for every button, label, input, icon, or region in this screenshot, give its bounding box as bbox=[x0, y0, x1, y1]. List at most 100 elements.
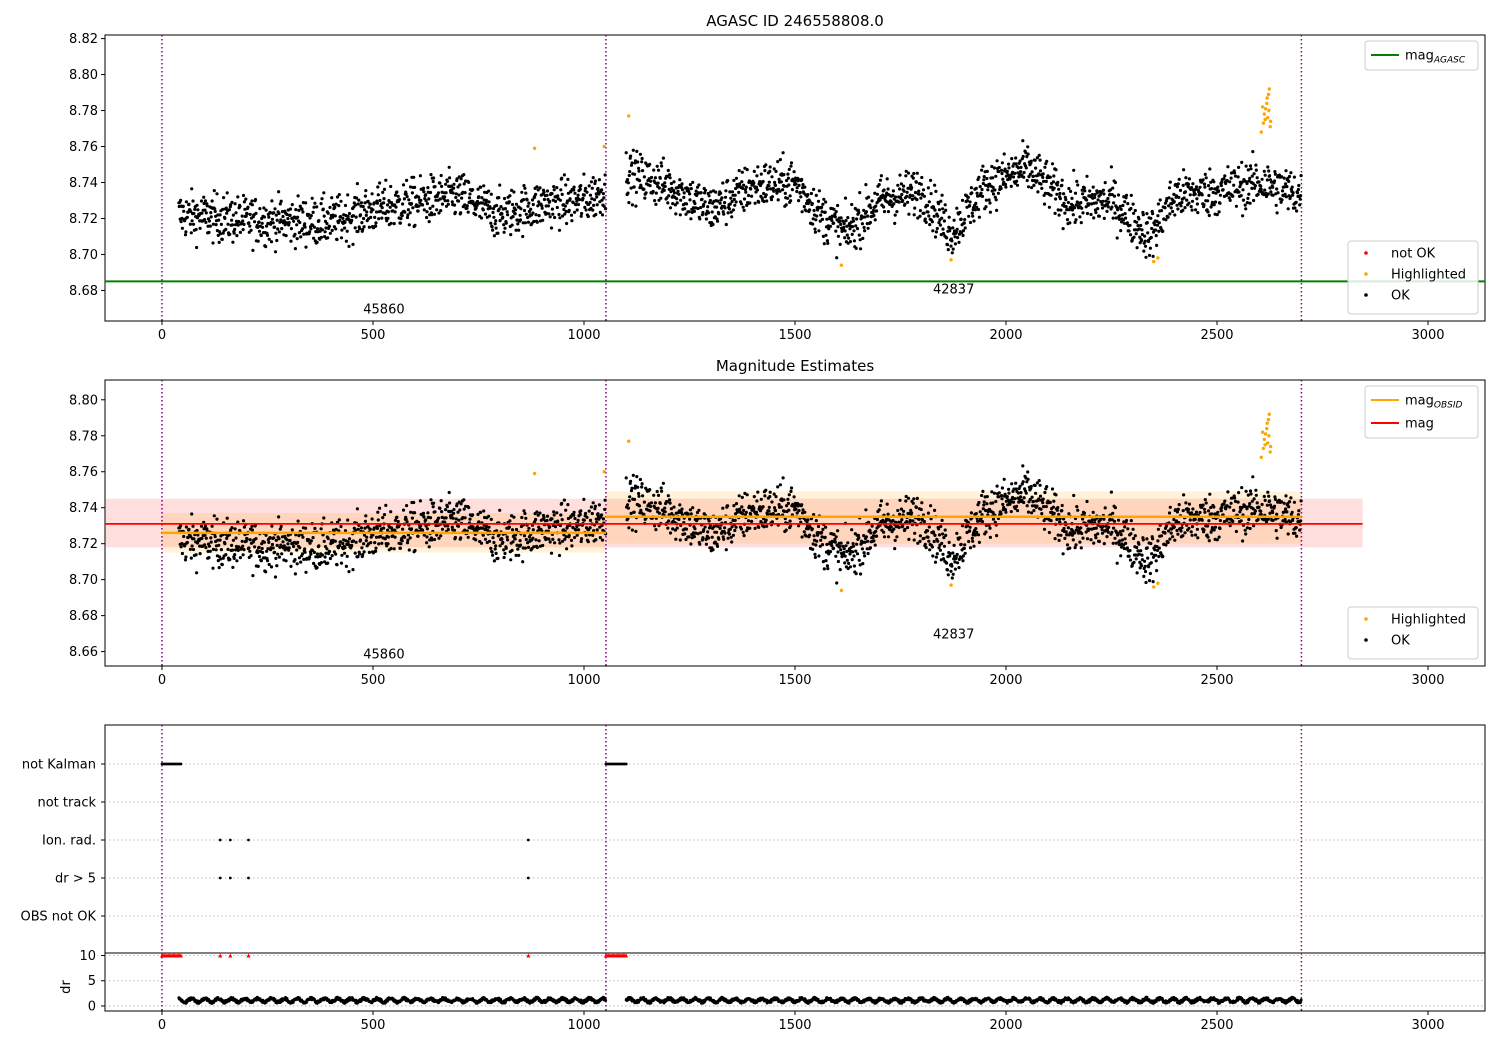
agasc-ok-point bbox=[1194, 185, 1199, 189]
mag-ok-point bbox=[950, 576, 954, 580]
mag-ok-point bbox=[586, 540, 590, 544]
agasc-ok-point bbox=[343, 220, 347, 224]
agasc-ok-point bbox=[194, 227, 198, 232]
mag-ok-point bbox=[364, 514, 368, 518]
mag-ok-point bbox=[241, 544, 245, 548]
mag-ok-point bbox=[1172, 525, 1176, 529]
agasc-highlighted-point bbox=[1267, 87, 1272, 91]
agasc-ok-point bbox=[1285, 185, 1289, 189]
agasc-ok-point bbox=[916, 216, 920, 220]
agasc-ok-point bbox=[573, 210, 577, 214]
agasc-ok-point bbox=[785, 196, 790, 200]
agasc-ok-point bbox=[422, 208, 426, 212]
agasc-ok-point bbox=[655, 164, 659, 168]
agasc-ok-point bbox=[392, 222, 396, 226]
agasc-ok-point bbox=[1286, 207, 1290, 211]
mag-ok-point bbox=[1171, 535, 1175, 539]
agasc-ok-point bbox=[218, 232, 223, 236]
agasc-ok-point bbox=[1154, 234, 1158, 238]
agasc-ok-point bbox=[1275, 211, 1279, 215]
agasc-ok-point bbox=[511, 215, 515, 219]
agasc-ok-point bbox=[242, 222, 246, 226]
agasc-ok-point bbox=[1239, 194, 1243, 198]
mag-ok-point bbox=[274, 556, 278, 561]
mag-ok-point bbox=[1052, 511, 1056, 515]
mag-ok-point bbox=[1151, 537, 1155, 541]
agasc-ok-point bbox=[593, 179, 598, 183]
agasc-ok-point bbox=[1299, 194, 1303, 198]
agasc-ok-point bbox=[811, 217, 815, 221]
mag-ok-point bbox=[1142, 574, 1146, 579]
agasc-ok-point bbox=[325, 221, 329, 226]
agasc-ok-point bbox=[223, 216, 227, 220]
agasc-ok-point bbox=[982, 178, 986, 182]
agasc-ok-point bbox=[482, 184, 486, 188]
agasc-ok-point bbox=[718, 201, 722, 205]
mag-ok-point bbox=[947, 540, 951, 545]
agasc-ok-point bbox=[580, 211, 584, 216]
mag-ok-point bbox=[995, 534, 999, 538]
mag-ok-point bbox=[959, 542, 963, 547]
agasc-ok-point bbox=[231, 240, 235, 244]
mag-ok-point bbox=[1218, 526, 1222, 531]
mag-ok-point bbox=[459, 536, 463, 540]
agasc-ok-point bbox=[289, 239, 293, 243]
mag-ok-point bbox=[667, 519, 671, 523]
agasc-ok-point bbox=[764, 193, 768, 197]
agasc-ok-point bbox=[513, 212, 517, 216]
mag-ok-point bbox=[334, 552, 338, 556]
agasc-ok-point bbox=[272, 211, 276, 215]
mag-ok-point bbox=[981, 489, 985, 493]
agasc-ok-point bbox=[1177, 177, 1181, 181]
agasc-ok-point bbox=[800, 177, 804, 182]
mag-ok-point bbox=[1053, 537, 1057, 541]
mag-ok-point bbox=[356, 527, 360, 531]
mag-ok-point bbox=[576, 528, 581, 532]
agasc-ok-point bbox=[708, 198, 713, 203]
mag-ok-point bbox=[800, 535, 804, 539]
mag-ok-point bbox=[824, 525, 828, 529]
agasc-ok-point bbox=[602, 196, 606, 200]
agasc-ok-point bbox=[634, 204, 638, 208]
agasc-ok-point bbox=[386, 203, 390, 207]
agasc-ok-point bbox=[454, 195, 458, 200]
agasc-ok-point bbox=[742, 208, 746, 212]
mag-ok-point bbox=[875, 517, 880, 522]
agasc-ok-point bbox=[631, 148, 635, 152]
agasc-ok-point bbox=[368, 202, 372, 206]
agasc-ok-point bbox=[910, 186, 914, 190]
mag-ok-point bbox=[1176, 532, 1180, 536]
agasc-ok-point bbox=[1263, 173, 1267, 177]
mag-ok-point bbox=[802, 530, 806, 534]
mag-ok-point bbox=[1115, 561, 1119, 565]
agasc-ok-point bbox=[335, 195, 340, 199]
mag-ok-point bbox=[224, 553, 228, 557]
mag-ok-point bbox=[1154, 559, 1158, 563]
agasc-highlighted-point bbox=[602, 144, 606, 149]
mag-ok-point bbox=[811, 547, 815, 551]
mag-ok-point bbox=[912, 497, 916, 501]
agasc-ok-point bbox=[776, 160, 780, 164]
agasc-ok-point bbox=[213, 209, 217, 213]
agasc-ok-point bbox=[1168, 212, 1172, 216]
mag-ok-point bbox=[288, 538, 292, 543]
mag-ok-point bbox=[241, 519, 246, 523]
agasc-ok-point bbox=[625, 178, 630, 182]
agasc-ok-point bbox=[214, 223, 218, 227]
agasc-ok-point bbox=[865, 222, 869, 226]
mag-ok-point bbox=[346, 540, 350, 544]
mag-ok-point bbox=[1100, 528, 1104, 532]
mag-ok-point bbox=[433, 510, 437, 514]
mag-ok-point bbox=[1126, 527, 1130, 531]
agasc-ok-point bbox=[1085, 174, 1089, 178]
agasc-ok-point bbox=[344, 239, 348, 243]
agasc-ok-point bbox=[1144, 255, 1148, 259]
agasc-ok-point bbox=[855, 217, 859, 221]
mag-ok-point bbox=[598, 536, 602, 540]
mag-ok-point bbox=[516, 547, 520, 551]
agasc-ok-point bbox=[496, 231, 500, 235]
agasc-ok-point bbox=[862, 208, 866, 212]
mag-ok-point bbox=[1078, 540, 1082, 544]
agasc-ok-point bbox=[1263, 188, 1267, 192]
agasc-ok-point bbox=[319, 235, 324, 239]
